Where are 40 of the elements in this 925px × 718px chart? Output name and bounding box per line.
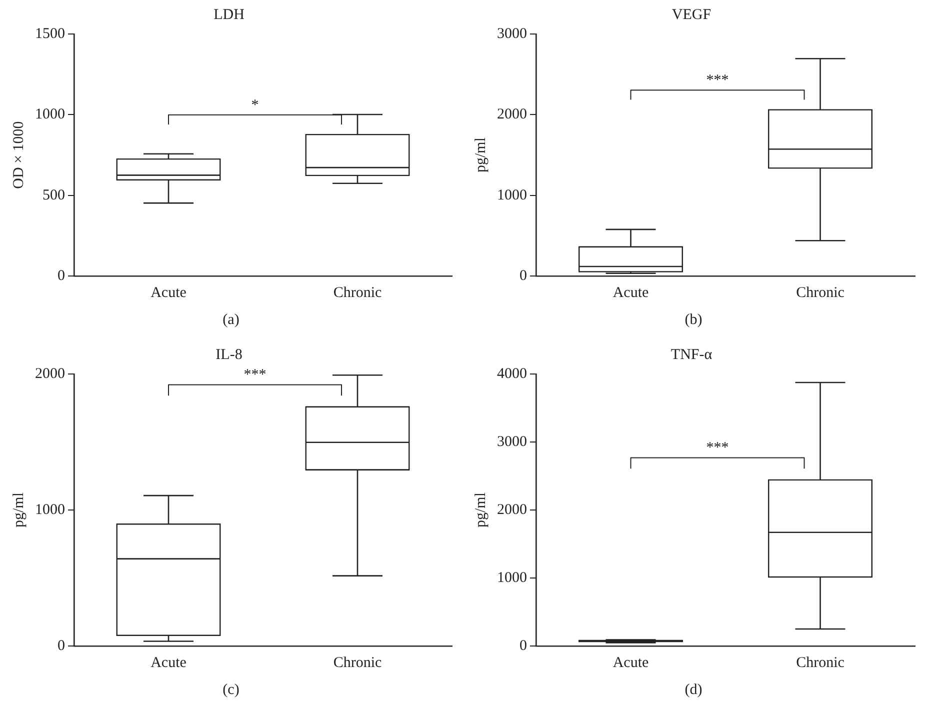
y-tick-label: 2000: [35, 366, 65, 382]
chart-title: IL-8: [216, 346, 242, 363]
y-tick-label: 0: [520, 638, 527, 654]
y-tick-label: 1000: [35, 502, 65, 518]
y-axis-title: pg/ml: [472, 492, 489, 528]
y-tick-label: 0: [58, 268, 65, 284]
y-tick-label: 1000: [35, 106, 65, 123]
y-tick-label: 2000: [497, 106, 527, 123]
annotation: ***: [706, 440, 729, 456]
text: (c): [222, 682, 240, 699]
annotation: ***: [244, 367, 266, 384]
x-tick-label: Chronic: [796, 284, 845, 301]
y-axis-title: OD × 1000: [10, 121, 27, 189]
y-tick-label: 0: [58, 638, 65, 654]
y-tick-label: 1000: [497, 187, 527, 204]
text: (a): [222, 312, 240, 329]
chart-title: VEGF: [672, 6, 712, 23]
annotation: *: [251, 97, 259, 114]
y-tick-label: 3000: [497, 26, 527, 42]
y-axis-title: pg/ml: [10, 492, 27, 528]
x-tick-label: Acute: [150, 284, 187, 301]
x-tick-label: Acute: [612, 284, 649, 301]
y-tick-label: 3000: [497, 434, 527, 450]
chart-title: LDH: [214, 6, 245, 23]
x-tick-label: Acute: [612, 654, 649, 671]
text: (b): [684, 312, 704, 329]
y-axis-title: pg/ml: [472, 137, 489, 173]
x-tick-label: Chronic: [333, 284, 382, 301]
x-tick-label: Chronic: [796, 654, 845, 671]
y-tick-label: 1500: [35, 26, 65, 42]
x-tick-label: Acute: [150, 654, 187, 671]
annotation: ***: [706, 72, 729, 88]
y-tick-label: 0: [520, 268, 527, 284]
y-tick-label: 500: [42, 187, 65, 204]
x-tick-label: Chronic: [333, 654, 382, 671]
y-tick-label: 1000: [497, 570, 527, 586]
text: (d): [684, 682, 704, 699]
y-tick-label: 4000: [497, 366, 527, 382]
y-tick-label: 2000: [497, 502, 527, 518]
chart-title: TNF-α: [670, 346, 712, 363]
